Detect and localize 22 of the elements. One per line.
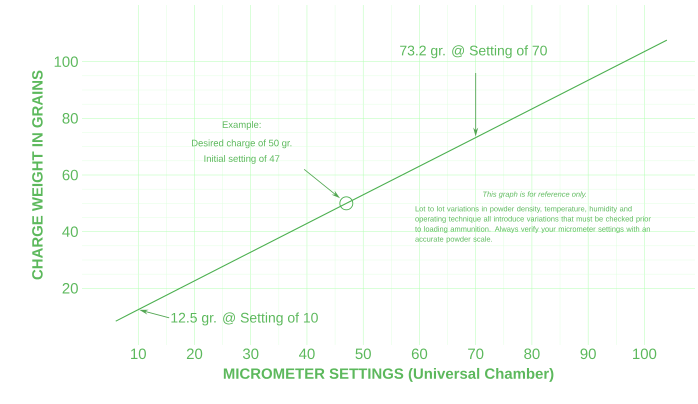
y-tick-label: 40 — [62, 226, 78, 237]
x-tick-label: 30 — [242, 348, 258, 360]
y-tick-label: 20 — [62, 283, 78, 294]
annotation: Desired charge of 50 gr. — [192, 139, 292, 148]
annotation: 73.2 gr. @ Setting of 70 — [400, 45, 547, 58]
x-tick-label: 20 — [186, 348, 202, 360]
annotation: 12.5 gr. @ Setting of 10 — [171, 312, 318, 326]
x-tick-label: 10 — [131, 348, 146, 360]
y-tick-label: 60 — [62, 170, 78, 180]
x-tick-label: 50 — [355, 348, 371, 360]
x-tick-label: 90 — [580, 348, 596, 360]
x-tick-label: 100 — [633, 348, 656, 360]
annotation: Initial setting of 47 — [204, 155, 280, 164]
x-axis-title: MICROMETER SETTINGS (Universal Chamber) — [224, 368, 554, 382]
x-tick-label: 40 — [298, 348, 315, 360]
y-tick-label: 100 — [54, 56, 78, 67]
annotation: Example: — [222, 121, 261, 130]
x-tick-label: 80 — [524, 348, 540, 360]
y-tick-label: 80 — [62, 113, 78, 124]
x-tick-label: 70 — [468, 348, 484, 360]
x-tick-label: 60 — [412, 348, 428, 360]
y-axis-title: CHARGE WEIGHT IN GRAINS — [32, 70, 43, 280]
